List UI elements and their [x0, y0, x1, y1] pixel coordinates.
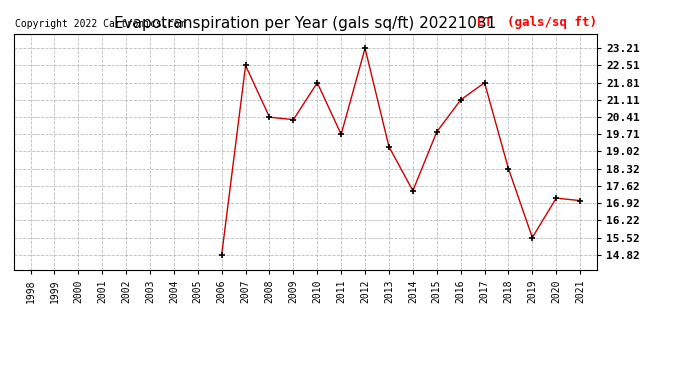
- Text: ET  (gals/sq ft): ET (gals/sq ft): [477, 16, 597, 29]
- Text: Copyright 2022 Cartronics.com: Copyright 2022 Cartronics.com: [15, 19, 186, 29]
- Title: Evapotranspiration per Year (gals sq/ft) 20221031: Evapotranspiration per Year (gals sq/ft)…: [115, 16, 496, 31]
